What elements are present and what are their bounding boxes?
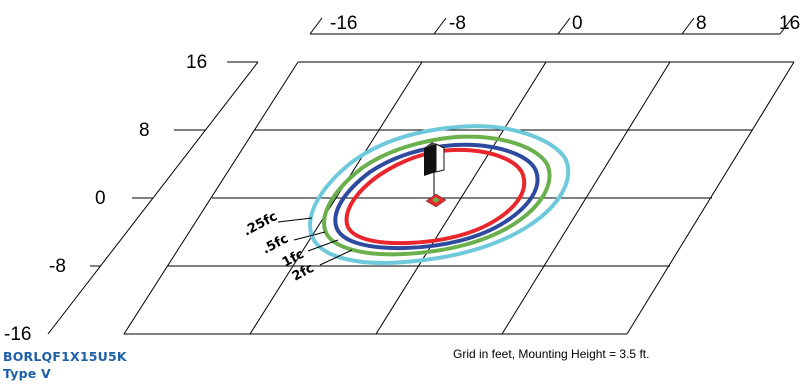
fixture — [424, 142, 447, 208]
x-tick-label: -16 — [330, 13, 357, 34]
fixture-body-side — [435, 143, 445, 173]
grid-line-v-8 — [501, 61, 671, 335]
x-tick-labels: -16 -8 0 8 16 — [330, 13, 800, 34]
x-axis — [309, 17, 793, 35]
y-tick-label: -16 — [4, 324, 31, 345]
x-tick-label: 0 — [572, 13, 583, 34]
y-tick-label: 0 — [95, 188, 106, 209]
grid-line-v--16 — [123, 61, 299, 335]
isoline-leaders — [277, 217, 353, 266]
y-tick-labels: 16 8 0 -8 -16 — [4, 52, 207, 345]
isoline-025fc — [308, 124, 571, 265]
isoline-1fc — [333, 142, 540, 251]
x-tick-label: 16 — [779, 13, 800, 34]
grid-line-v--8 — [249, 61, 423, 335]
y-tick-label: 16 — [186, 52, 207, 73]
fixture-body-top — [424, 142, 444, 148]
y-axis — [47, 61, 259, 335]
product-type: Type V — [3, 366, 51, 381]
y-tick-label: 8 — [139, 120, 150, 141]
grid-line-v-16 — [626, 61, 795, 335]
grid-line-v-0 — [375, 61, 547, 335]
x-tick-label: 8 — [696, 13, 707, 34]
x-tick-label: -8 — [449, 13, 466, 34]
grid-note: Grid in feet, Mounting Height = 3.5 ft. — [453, 347, 650, 361]
fixture-base-center — [432, 197, 440, 203]
fixture-body-front — [424, 144, 436, 176]
isoline-05fc — [322, 134, 552, 257]
isoline-label-025fc: .25fc — [241, 209, 280, 239]
grid — [123, 61, 795, 335]
y-tick-label: -8 — [49, 256, 66, 277]
isofootcandle-contours — [308, 124, 571, 265]
product-catalog-number: BORLQF1X15U5K — [3, 349, 127, 364]
isoline-2fc — [344, 147, 527, 246]
